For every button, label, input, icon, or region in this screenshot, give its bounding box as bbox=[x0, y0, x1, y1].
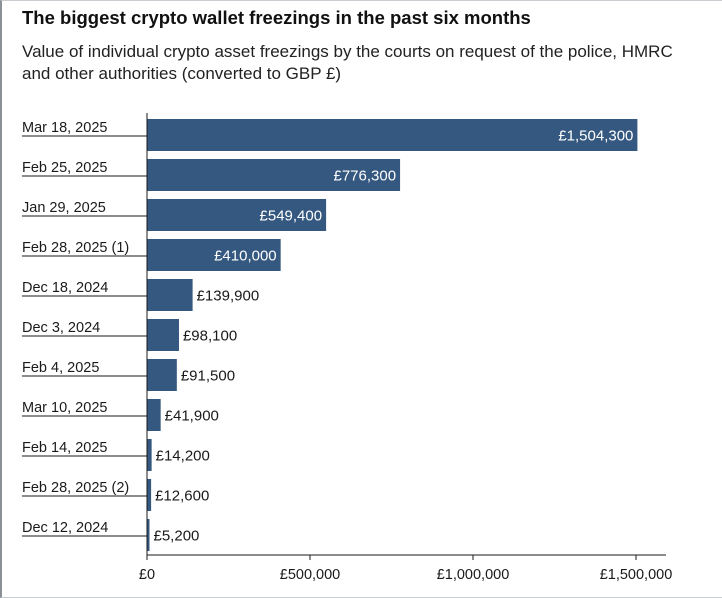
category-label: Dec 3, 2024 bbox=[22, 320, 100, 336]
value-label: £5,200 bbox=[154, 528, 200, 545]
bar bbox=[147, 239, 281, 271]
bar bbox=[147, 519, 150, 551]
value-label: £91,500 bbox=[181, 368, 235, 385]
category-label: Dec 18, 2024 bbox=[22, 280, 108, 296]
bar bbox=[147, 479, 152, 511]
value-label: £1,504,300 bbox=[558, 128, 633, 145]
value-label: £12,600 bbox=[155, 488, 209, 505]
value-label: £776,300 bbox=[333, 168, 396, 185]
value-label: £14,200 bbox=[156, 448, 210, 465]
category-label: Dec 12, 2024 bbox=[22, 520, 108, 536]
bar bbox=[147, 439, 152, 471]
bar bbox=[147, 319, 179, 351]
x-tick-label: £1,000,000 bbox=[437, 567, 510, 583]
bar bbox=[147, 159, 401, 191]
value-label: £410,000 bbox=[214, 248, 277, 265]
category-label: Feb 25, 2025 bbox=[22, 160, 107, 176]
bar bbox=[147, 359, 177, 391]
bar bbox=[147, 119, 638, 151]
category-label: Feb 4, 2025 bbox=[22, 360, 99, 376]
chart-subtitle: Value of individual crypto asset freezin… bbox=[22, 42, 673, 83]
value-label: £139,900 bbox=[197, 288, 260, 305]
category-label: Mar 18, 2025 bbox=[22, 120, 107, 136]
category-label: Feb 14, 2025 bbox=[22, 440, 107, 456]
category-label: Feb 28, 2025 (2) bbox=[22, 480, 129, 496]
value-label: £98,100 bbox=[183, 328, 237, 345]
bar bbox=[147, 199, 327, 231]
x-tick-label: £500,000 bbox=[280, 567, 340, 583]
x-tick-label: £0 bbox=[139, 567, 155, 583]
value-label: £549,400 bbox=[260, 208, 323, 225]
value-label: £41,900 bbox=[165, 408, 219, 425]
bar bbox=[147, 279, 193, 311]
chart-title: The biggest crypto wallet freezings in t… bbox=[22, 7, 531, 28]
category-label: Mar 10, 2025 bbox=[22, 400, 107, 416]
category-label: Feb 28, 2025 (1) bbox=[22, 240, 129, 256]
category-label: Jan 29, 2025 bbox=[22, 200, 106, 216]
x-tick-label: £1,500,000 bbox=[600, 567, 673, 583]
bar bbox=[147, 399, 161, 431]
